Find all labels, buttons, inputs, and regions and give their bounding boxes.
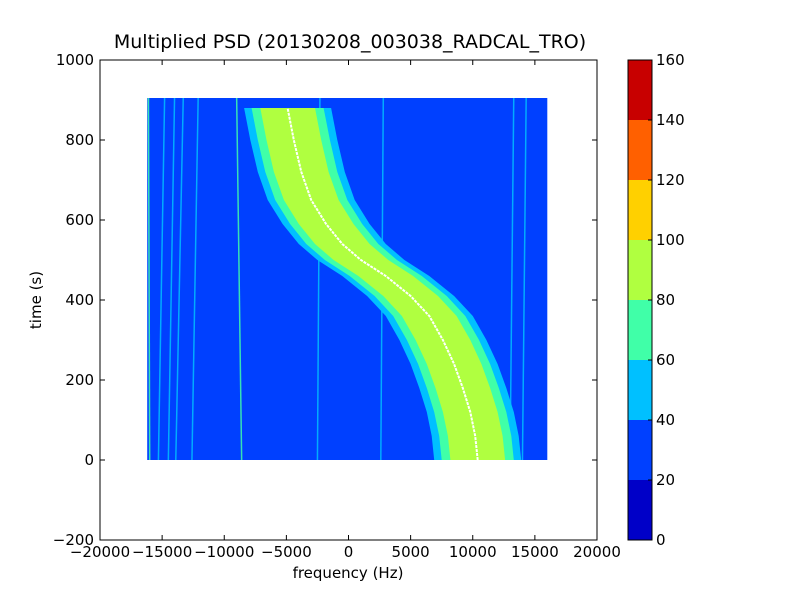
- y-tick-label: 0: [84, 451, 94, 469]
- colorbar-segment: [628, 300, 652, 360]
- colorbar-tick-label: 120: [656, 171, 685, 189]
- spectral-line: [191, 98, 199, 460]
- colorbar-segment: [628, 480, 652, 540]
- colorbar-segment: [628, 180, 652, 240]
- chart-title: Multiplied PSD (20130208_003038_RADCAL_T…: [114, 31, 586, 53]
- spectral-line: [157, 98, 166, 460]
- colorbar-tick-label: 140: [656, 111, 685, 129]
- spectral-line: [175, 98, 184, 460]
- colorbar: 0 20 40 60 80 100 120 140 160: [627, 51, 685, 549]
- y-tick-label: 400: [65, 291, 94, 309]
- y-tick-label: 600: [65, 211, 94, 229]
- colorbar-tick-label: 80: [656, 291, 675, 309]
- y-tick-label: 200: [65, 371, 94, 389]
- colorbar-tick-label: 20: [656, 471, 675, 489]
- x-tick-label: −5000: [261, 543, 312, 561]
- spectral-line: [509, 98, 515, 460]
- psd-band-2: [260, 108, 506, 460]
- x-axis-label: frequency (Hz): [293, 564, 404, 582]
- colorbar-tick-label: 0: [656, 531, 666, 549]
- colorbar-tick-label: 60: [656, 351, 675, 369]
- colorbar-segment: [628, 60, 652, 120]
- x-tick-label: 0: [344, 543, 354, 561]
- axis-layer: −20000 −15000 −10000 −5000 0 5000 10000 15000 20…: [53, 51, 621, 561]
- colorbar-tick-label: 160: [656, 51, 685, 69]
- y-tick-label: 1000: [56, 51, 94, 69]
- y-tick-label: −200: [53, 531, 94, 549]
- colorbar-segment: [628, 240, 652, 300]
- x-tick-label: 15000: [511, 543, 559, 561]
- x-tick-label: −10000: [194, 543, 254, 561]
- x-tick-label: 10000: [449, 543, 497, 561]
- x-tick-label: 5000: [392, 543, 430, 561]
- plot-layer: [147, 98, 548, 460]
- spectral-line: [147, 98, 151, 460]
- psd-center-line: [286, 107, 479, 460]
- y-axis-label: time (s): [27, 271, 45, 329]
- colorbar-tick-label: 100: [656, 231, 685, 249]
- y-tick-label: 800: [65, 131, 94, 149]
- colorbar-segment: [628, 360, 652, 420]
- x-tick-label: −15000: [132, 543, 192, 561]
- spectral-line: [521, 98, 527, 460]
- x-tick-label: 20000: [573, 543, 621, 561]
- colorbar-segment: [628, 420, 652, 480]
- colorbar-segment: [628, 120, 652, 180]
- x-tick-label: −20000: [70, 543, 130, 561]
- spectral-line: [167, 98, 176, 460]
- spectral-line: [235, 98, 243, 460]
- colorbar-tick-label: 40: [656, 411, 675, 429]
- heatmap-data: [147, 98, 527, 460]
